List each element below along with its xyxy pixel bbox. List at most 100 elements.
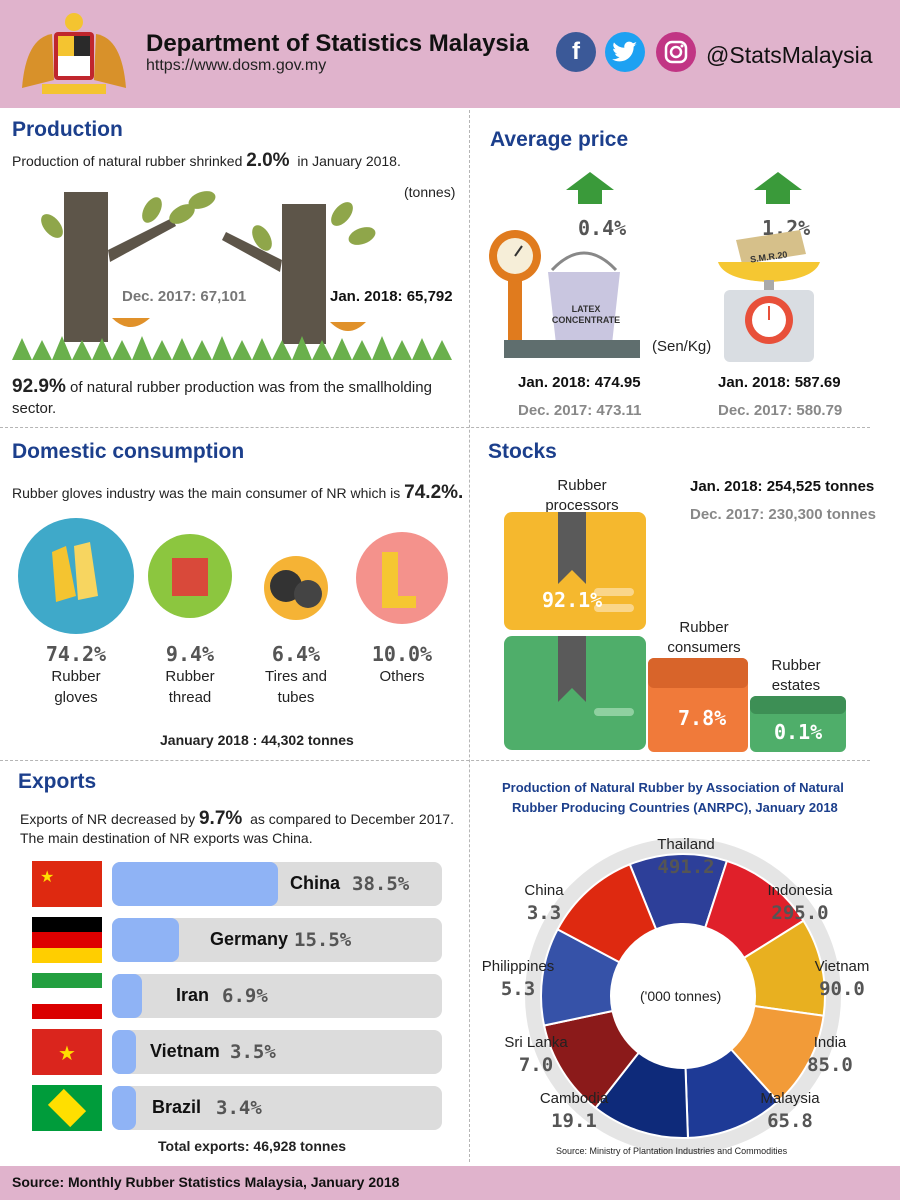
flag-vietnam: ★ xyxy=(32,1029,102,1075)
exports-total: Total exports: 46,928 tonnes xyxy=(158,1138,347,1154)
export-bar-track xyxy=(112,862,442,906)
ring-value-thailand: 491.2 xyxy=(657,856,715,878)
tires-label: Tires and tubes xyxy=(265,668,327,706)
ring-label-sri-lanka: Sri Lanka xyxy=(504,1034,568,1051)
price-unit: (Sen/Kg) xyxy=(652,338,712,355)
export-label-china: China xyxy=(290,873,341,893)
average-price-title: Average price xyxy=(490,128,629,151)
boots-icon xyxy=(356,532,448,624)
export-bar-track xyxy=(112,1030,442,1074)
export-value-brazil: 3.4% xyxy=(216,1097,262,1119)
export-bar-track xyxy=(112,974,442,1018)
ring-value-cambodia: 19.1 xyxy=(551,1110,597,1132)
up-arrow-icon xyxy=(754,172,802,204)
export-bar-track xyxy=(112,1086,442,1130)
stocks-title: Stocks xyxy=(488,440,557,463)
consumers-label: Rubber consumers xyxy=(667,619,741,656)
ring-label-malaysia: Malaysia xyxy=(760,1090,820,1107)
processors-label: Rubber processors xyxy=(545,477,619,514)
export-bar-germany xyxy=(112,918,179,962)
export-bar-iran xyxy=(112,974,142,1018)
production-title: Production xyxy=(12,118,123,141)
export-value-vietnam: 3.5% xyxy=(230,1041,276,1063)
ring-label-indonesia: Indonesia xyxy=(767,882,833,899)
export-label-brazil: Brazil xyxy=(152,1097,202,1117)
production-jan-value: Jan. 2018: 65,792 xyxy=(330,288,453,305)
estates-pct: 0.1% xyxy=(774,720,823,744)
thread-label: Rubber thread xyxy=(165,668,215,706)
latex-change: 0.4% xyxy=(578,216,627,240)
thread-pct: 9.4% xyxy=(165,642,215,666)
export-value-iran: 6.9% xyxy=(222,985,268,1007)
export-value-china: 38.5% xyxy=(352,873,410,895)
stocks-jan: Jan. 2018: 254,525 tonnes xyxy=(690,478,875,495)
export-bar-china xyxy=(112,862,278,906)
latex-scale-illustration xyxy=(489,230,640,358)
ring-label-philippines: Philippines xyxy=(481,958,555,975)
consumers-pct: 7.8% xyxy=(678,706,727,730)
consumption-icons xyxy=(18,518,448,634)
ring-outer-band xyxy=(525,838,841,1154)
ring-value-malaysia: 65.8 xyxy=(767,1110,813,1132)
row-divider-1 xyxy=(0,427,870,428)
ring-value-sri-lanka: 7.0 xyxy=(518,1054,554,1076)
ring-label-cambodia: Cambodia xyxy=(539,1090,609,1107)
social-handle[interactable]: @StatsMalaysia xyxy=(706,42,873,68)
anrpc-ring-chart xyxy=(525,838,841,1154)
stocks-dec: Dec. 2017: 230,300 tonnes xyxy=(690,506,876,523)
smallholding-text: 92.9% of natural rubber production was f… xyxy=(12,376,432,397)
center-divider xyxy=(469,110,470,1162)
flag-iran xyxy=(32,973,102,1019)
consumers-box xyxy=(648,658,748,752)
latex-jan-price: Jan. 2018: 474.95 xyxy=(518,374,641,391)
ring-value-india: 85.0 xyxy=(807,1054,853,1076)
production-dec-value: Dec. 2017: 67,101 xyxy=(122,288,247,305)
export-label-iran: Iran xyxy=(176,985,210,1005)
gloves-label: Rubber gloves xyxy=(51,668,101,706)
estates-box xyxy=(750,696,846,752)
production-unit: (tonnes) xyxy=(404,184,456,200)
exports-line2: The main destination of NR exports was C… xyxy=(20,830,313,846)
tires-pct: 6.4% xyxy=(271,642,321,666)
ring-value-china: 3.3 xyxy=(526,902,562,924)
up-arrow-icon xyxy=(566,172,614,204)
export-bar-brazil xyxy=(112,1086,136,1130)
ring-value-vietnam: 90.0 xyxy=(819,978,865,1000)
ring-label-thailand: Thailand xyxy=(657,836,715,853)
smallholding-text-2: sector. xyxy=(12,400,57,417)
header-url[interactable]: https://www.dosm.gov.my xyxy=(146,57,327,74)
header-band xyxy=(0,0,900,108)
anrpc-title-2: Rubber Producing Countries (ANRPC), Janu… xyxy=(512,800,838,815)
gloves-pct: 74.2% xyxy=(45,642,107,666)
ring-label-vietnam: Vietnam xyxy=(814,958,870,975)
anrpc-unit: ('000 tonnes) xyxy=(640,988,722,1004)
rubber-trees-illustration xyxy=(12,191,452,360)
export-bar-vietnam xyxy=(112,1030,136,1074)
estates-label: Rubber estates xyxy=(771,657,821,694)
exports-line1: Exports of NR decreased by 9.7% as compa… xyxy=(20,808,454,829)
others-pct: 10.0% xyxy=(371,642,433,666)
anrpc-title-1: Production of Natural Rubber by Associat… xyxy=(502,780,844,795)
smr-dec-price: Dec. 2017: 580.79 xyxy=(718,402,843,419)
others-label: Others xyxy=(379,668,425,685)
flag-brazil xyxy=(32,1085,102,1131)
row-divider-2 xyxy=(0,760,870,761)
smr-scale-illustration xyxy=(718,230,820,362)
facebook-icon[interactable]: f xyxy=(556,32,596,72)
flag-germany xyxy=(32,917,102,963)
ring-value-indonesia: 295.0 xyxy=(771,902,829,924)
ring-label-india: India xyxy=(813,1034,847,1051)
flag-china: ★ xyxy=(32,861,102,907)
ring-center xyxy=(611,924,755,1068)
processors-boxes xyxy=(504,512,646,750)
coat-of-arms-logo xyxy=(22,13,126,94)
header-title: Department of Statistics Malaysia xyxy=(146,30,529,57)
export-label-germany: Germany xyxy=(210,929,289,949)
domestic-text: Rubber gloves industry was the main cons… xyxy=(12,482,464,503)
production-intro: Production of natural rubber shrinked 2.… xyxy=(12,150,401,171)
anrpc-labels: Thailand 491.2 Indonesia 295.0 Vietnam 90.0 In… xyxy=(470,820,900,1160)
exports-bar-chart: ★ China 38.5% Germany 15.5% Iran 6.9% ★ Vietnam 3… xyxy=(32,861,442,1131)
ring-label-china: China xyxy=(524,882,564,899)
twitter-icon[interactable] xyxy=(605,32,645,72)
instagram-icon[interactable] xyxy=(656,32,696,72)
